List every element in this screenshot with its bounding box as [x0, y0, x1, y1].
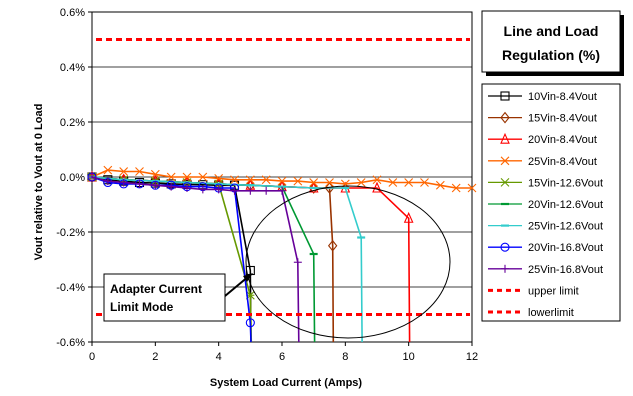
- y-tick-label: 0.0%: [60, 172, 85, 184]
- point-25vin-8-4vout: [135, 167, 144, 176]
- legend-item-upper-limit: upper limit: [488, 285, 579, 297]
- point-20vin-8-4vout: [403, 211, 414, 223]
- point-25vin-8-4vout: [293, 176, 303, 186]
- point-25vin-16-8vout: [103, 177, 112, 186]
- point-15vin-8-4vout: [308, 182, 319, 194]
- y-tick-label: 0.4%: [60, 62, 85, 74]
- point-25vin-8-4vout: [245, 175, 255, 185]
- legend-item-15vin-8-4vout: 15Vin-8.4Vout: [488, 111, 597, 125]
- point-20vin-8-4vout: [372, 181, 382, 193]
- point-25vin-8-4vout: [435, 180, 445, 190]
- chart-title-box: Line and Load Regulation (%): [481, 10, 624, 76]
- x-tick-label: 6: [279, 351, 285, 363]
- point-25vin-16-8vout: [151, 181, 160, 190]
- point-25vin-16-8vout: [230, 186, 239, 195]
- legend-item-25vin-12-6vout: 25Vin-12.6Vout: [488, 221, 603, 233]
- annotation-line-2: Limit Mode: [110, 300, 174, 314]
- point-25vin-8-4vout: [451, 183, 461, 193]
- legend-item-lowerlimit: lowerlimit: [488, 307, 574, 319]
- y-tick-label: -0.2%: [56, 227, 85, 239]
- point-25vin-8-4vout: [230, 175, 239, 185]
- chart-title-line-2: Regulation (%): [502, 47, 600, 63]
- legend-marker-10vin-8-4vout: [500, 91, 510, 101]
- point-25vin-8-4vout: [467, 183, 477, 193]
- legend-marker-20vin-8-4vout: [500, 132, 510, 144]
- y-tick-label: -0.6%: [56, 337, 85, 349]
- point-25vin-8-4vout: [356, 178, 366, 187]
- point-25vin-16-8vout: [183, 184, 191, 192]
- legend-marker-25vin-16-8vout: [501, 264, 509, 273]
- point-25vin-8-4vout: [420, 178, 429, 187]
- y-tick-label: 0.6%: [60, 7, 85, 19]
- point-25vin-8-4vout: [261, 175, 271, 185]
- point-15vin-8-4vout: [327, 239, 338, 252]
- legend-label-20vin-8-4vout: 20Vin-8.4Vout: [528, 134, 597, 146]
- point-25vin-16-8vout: [119, 178, 128, 187]
- point-25vin-8-4vout: [103, 165, 113, 175]
- point-25vin-16-8vout: [246, 186, 255, 195]
- legend-item-25vin-8-4vout: 25Vin-8.4Vout: [488, 156, 597, 168]
- adapter-current-limit-annotation: Adapter Current Limit Mode: [103, 185, 451, 339]
- legend: 10Vin-8.4Vout 15Vin-8.4Vout 20Vin-8.4Vout 2…: [481, 83, 621, 322]
- point-25vin-16-8vout: [88, 173, 96, 181]
- point-25vin-8-4vout: [404, 178, 414, 187]
- legend-item-20vin-8-4vout: 20Vin-8.4Vout: [488, 132, 597, 146]
- series-25vin-16-8vout: [88, 173, 302, 343]
- legend-label-10vin-8-4vout: 10Vin-8.4Vout: [528, 91, 597, 103]
- point-25vin-16-8vout: [293, 258, 302, 267]
- legend-label-lowerlimit: lowerlimit: [528, 307, 574, 319]
- point-25vin-8-4vout: [166, 172, 176, 182]
- legend-marker-15vin-8-4vout: [500, 111, 510, 124]
- x-tick-label: 10: [403, 351, 415, 363]
- legend-label-15vin-8-4vout: 15Vin-8.4Vout: [528, 113, 597, 125]
- legend-label-20vin-16-8vout: 20Vin-16.8Vout: [528, 242, 603, 254]
- point-15vin-8-4vout: [324, 182, 335, 194]
- x-tick-label: 8: [342, 351, 348, 363]
- chart-title-line-1: Line and Load: [504, 23, 599, 39]
- point-25vin-8-4vout: [277, 176, 287, 186]
- x-axis-title: System Load Current (Amps): [210, 377, 363, 389]
- point-25vin-8-4vout: [119, 167, 129, 176]
- y-tick-label: 0.2%: [60, 117, 85, 129]
- point-25vin-8-4vout: [150, 169, 160, 179]
- legend-label-20vin-12-6vout: 20Vin-12.6Vout: [528, 199, 603, 211]
- point-25vin-16-8vout: [214, 185, 223, 194]
- point-25vin-16-8vout: [135, 179, 144, 188]
- legend-marker-15vin-12-6vout: [500, 178, 510, 187]
- point-25vin-8-4vout: [372, 175, 382, 185]
- point-20vin-16-8vout: [245, 318, 255, 328]
- point-25vin-8-4vout: [198, 172, 208, 182]
- x-tick-label: 0: [89, 351, 95, 363]
- line-20vin-16-8vout: [91, 176, 252, 343]
- point-25vin-16-8vout: [167, 182, 176, 191]
- x-tick-label: 2: [152, 351, 158, 363]
- x-tick-label: 4: [216, 351, 222, 363]
- legend-item-15vin-12-6vout: 15Vin-12.6Vout: [488, 177, 603, 189]
- point-25vin-8-4vout: [309, 178, 319, 187]
- legend-item-20vin-16-8vout: 20Vin-16.8Vout: [488, 242, 603, 254]
- legend-label-25vin-12-6vout: 25Vin-12.6Vout: [528, 221, 603, 233]
- point-25vin-8-4vout: [325, 178, 334, 187]
- legend-marker-25vin-8-4vout: [500, 156, 510, 166]
- y-tick-label: -0.4%: [56, 282, 85, 294]
- point-25vin-16-8vout: [278, 186, 286, 195]
- y-axis-title: Vout relative to Vout at 0 Load: [33, 104, 45, 261]
- legend-label-25vin-8-4vout: 25Vin-8.4Vout: [528, 156, 597, 168]
- legend-label-upper-limit: upper limit: [528, 285, 579, 297]
- annotation-line-1: Adapter Current: [110, 282, 202, 296]
- legend-item-25vin-16-8vout: 25Vin-16.8Vout: [488, 264, 603, 276]
- point-25vin-16-8vout: [262, 186, 271, 195]
- legend-label-25vin-16-8vout: 25Vin-16.8Vout: [528, 264, 603, 276]
- x-tick-label: 12: [466, 351, 478, 363]
- legend-label-15vin-12-6vout: 15Vin-12.6Vout: [528, 177, 603, 189]
- legend-item-10vin-8-4vout: 10Vin-8.4Vout: [488, 91, 597, 103]
- point-25vin-8-4vout: [388, 178, 398, 187]
- legend-item-20vin-12-6vout: 20Vin-12.6Vout: [488, 199, 603, 211]
- point-25vin-16-8vout: [198, 185, 207, 194]
- legend-marker-20vin-16-8vout: [500, 242, 510, 252]
